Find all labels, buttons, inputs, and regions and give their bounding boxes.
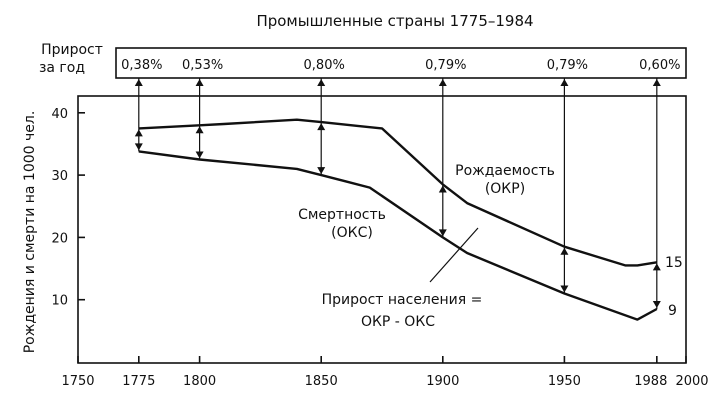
x-tick-label: 1775 — [122, 374, 155, 389]
x-tick-label: 1800 — [183, 374, 216, 389]
arrowhead — [134, 79, 143, 86]
arrowhead — [560, 79, 569, 86]
arrowhead — [560, 247, 569, 255]
x-tick-label: 2000 — [675, 374, 708, 389]
death-series-abbrev: (ОКС) — [331, 225, 373, 241]
arrowhead — [438, 79, 447, 86]
growth-rate-value: 0,60% — [639, 58, 680, 73]
birth-series-abbrev: (ОКР) — [485, 181, 525, 197]
y-axis-ticks: 10 20 30 40 — [51, 107, 85, 309]
annotation-line1: Прирост населения = — [322, 292, 483, 308]
x-tick-label: 1988 — [634, 374, 667, 389]
growth-arrows — [134, 78, 661, 310]
birth-end-label: 15 — [665, 255, 683, 271]
growth-rate-value: 0,80% — [304, 58, 345, 73]
annotation-line2: ОКР - ОКС — [361, 314, 435, 330]
x-tick-label: 1900 — [426, 374, 459, 389]
arrowhead — [134, 143, 143, 151]
growth-rate-values: 0,38% 0,53% 0,80% 0,79% 0,79% 0,60% — [121, 58, 680, 73]
growth-rate-value: 0,79% — [425, 58, 466, 73]
arrowhead — [652, 263, 661, 271]
arrowhead — [317, 79, 326, 86]
arrowhead — [317, 123, 326, 131]
death-series-label: Смертность — [298, 207, 386, 223]
x-tick-label: 1950 — [548, 374, 581, 389]
growth-rate-label-line1: Прирост — [41, 42, 103, 58]
growth-rate-box — [115, 47, 687, 79]
arrowhead — [438, 185, 447, 193]
arrowhead — [438, 229, 447, 237]
arrowhead — [195, 126, 204, 134]
arrowhead — [652, 79, 661, 86]
series-lines — [138, 118, 658, 321]
y-tick-label: 30 — [51, 169, 68, 184]
arrowhead — [134, 129, 143, 137]
growth-rate-value: 0,53% — [182, 58, 223, 73]
x-tick-label: 1750 — [61, 374, 94, 389]
death-rate-line — [138, 150, 658, 321]
plot-frame — [77, 95, 687, 364]
birth-rate-line — [138, 118, 657, 267]
y-axis-label: Рождения и смерти на 1000 чел. — [22, 111, 38, 354]
y-tick-label: 40 — [51, 107, 68, 122]
y-tick-label: 20 — [51, 231, 68, 246]
arrowhead — [195, 151, 204, 159]
birth-series-label: Рождаемость — [455, 163, 555, 179]
x-tick-label: 1850 — [305, 374, 338, 389]
growth-rate-value: 0,79% — [547, 58, 588, 73]
annotation-pointer — [429, 227, 479, 283]
arrowhead — [652, 301, 661, 309]
x-axis-ticks: 1750 1775 1800 1850 1900 1950 1988 2000 — [61, 356, 709, 389]
growth-rate-label-line2: за год — [39, 60, 85, 76]
growth-rate-value: 0,38% — [121, 58, 162, 73]
death-end-label: 9 — [668, 303, 677, 319]
arrowhead — [195, 79, 204, 86]
arrowhead — [560, 285, 569, 293]
chart-title: Промышленные страны 1775–1984 — [256, 12, 533, 30]
arrowhead — [317, 167, 326, 175]
y-tick-label: 10 — [51, 294, 68, 309]
